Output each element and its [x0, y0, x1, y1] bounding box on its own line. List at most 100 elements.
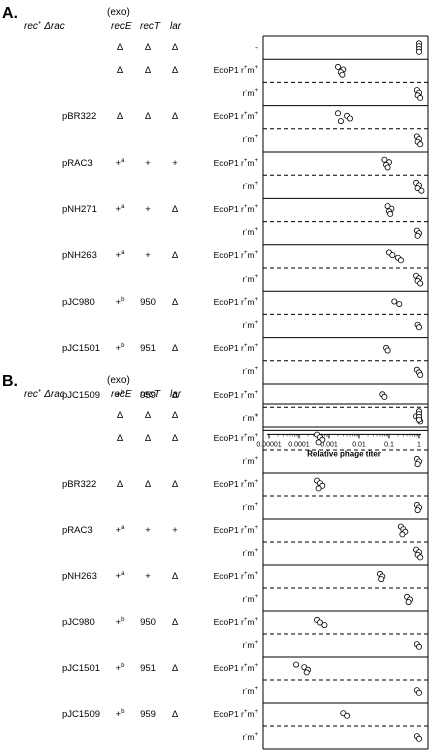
panel-a-recE-6-superscript: b	[121, 296, 125, 303]
panel-a-row-label-4-1: r-m+	[180, 227, 258, 238]
panel-a-rowlab-1-0-superscript-rest: +	[254, 64, 258, 71]
panel-a-lar-cell-0: Δ	[171, 41, 179, 53]
panel-b-recT-header: recT	[140, 389, 160, 400]
panel-a-rowlab-7-1-text: r	[242, 366, 246, 377]
panel-b-rowlab-2-1-superscript: -	[245, 501, 248, 508]
panel-a-x-tick-label: 0.0001	[288, 441, 310, 448]
panel-a-rowlab-1-0-text-rest: m	[247, 64, 255, 75]
panel-a-rowlab-7-0-superscript-rest: +	[254, 343, 258, 350]
panel-a-rowlab-4-1-text: r	[242, 227, 246, 238]
panel-a-recE-7-superscript: b	[121, 343, 125, 350]
panel-b-recE-cell-5: +b	[108, 616, 132, 628]
panel-a-lar-cell-3: +	[172, 157, 178, 169]
panel-a-rowlab-4-1-superscript: -	[245, 227, 248, 234]
panel-a-rowlab-8-1-superscript: -	[245, 412, 248, 419]
panel-a-rowlab-1-0-superscript: +	[243, 64, 248, 71]
panel-b-rowlab-2-1-text-rest: m	[247, 501, 255, 512]
panel-a-data-point	[381, 156, 388, 163]
panel-b-row-label-4-1: r-m+	[180, 593, 258, 604]
panel-a-rowlab-5-0-text-rest: m	[247, 250, 255, 261]
panel-a-rowlab-5-1-superscript-rest: +	[254, 273, 258, 280]
panel-b-recE-4-superscript: a	[121, 570, 125, 577]
panel-a-row-label-2-0: EcoP1 r+m+	[180, 111, 258, 121]
panel-a-data-point	[417, 280, 424, 287]
panel-a-rowlab-3-0-text-rest: m	[247, 157, 255, 168]
panel-b-rowlab-4-0-superscript: +	[243, 570, 248, 577]
panel-b-recE-cell-6: +b	[108, 662, 132, 674]
panel-b-rowlab-3-0-text: EcoP1 r	[213, 524, 244, 535]
panel-a-rowlab-4-0-superscript: +	[243, 204, 248, 211]
panel-b-row-label-4-0: EcoP1 r+m+	[180, 570, 258, 581]
panel-b-rowlab-1-0-text-rest: m	[247, 432, 255, 443]
panel-b-rowlab-7-1-text-rest: m	[247, 731, 255, 742]
panel-b-genotype-header: rec+ Δrac	[24, 388, 65, 400]
panel-a-rowlab-7-0-text-rest: m	[247, 343, 255, 354]
panel-a-row-label-4-0: EcoP1 r+m+	[180, 204, 258, 214]
panel-a-x-tick-label: 0.00001	[256, 441, 281, 448]
panel-a-data-point	[337, 118, 344, 125]
panel-b-row-label-2-1: r-m+	[180, 501, 258, 512]
panel-b-recE-5-text: +	[115, 616, 122, 628]
panel-b-rowlab-6-0-superscript-rest: +	[254, 662, 258, 669]
panel-b-rowlab-3-0-superscript-rest: +	[254, 524, 258, 531]
panel-b-recE-cell-2: Δ	[108, 478, 132, 490]
panel-b-data-point	[315, 485, 322, 492]
panel-a-rowlab-7-1-superscript-rest: +	[254, 366, 258, 373]
panel-a-recT-cell-2: Δ	[144, 111, 152, 123]
panel-a-rowlab-3-1-text-rest: m	[247, 180, 255, 191]
panel-a-data-point	[417, 141, 424, 148]
panel-a-data-point	[389, 252, 396, 259]
panel-a-strain-7: pJC1501	[62, 343, 101, 355]
panel-a-rowlab-8-0-superscript-rest: +	[254, 389, 258, 396]
panel-b-recT-cell-2: Δ	[144, 478, 152, 490]
panel-a-rowlab-6-0-superscript-rest: +	[254, 296, 258, 303]
panel-b-rowlab-4-0-superscript-rest: +	[254, 570, 258, 577]
panel-b-rowlab-5-1-text-rest: m	[247, 639, 255, 650]
panel-b-data-point	[414, 461, 421, 468]
panel-a-lar-header: lar	[170, 21, 182, 32]
panel-a-data-point	[418, 187, 425, 194]
panel-a-recT-cell-0: Δ	[144, 41, 152, 53]
panel-b-rowlab-2-1-text: r	[242, 501, 246, 512]
panel-a-recT-cell-5: +	[145, 250, 151, 262]
panel-b-rowlab-7-1-superscript: -	[245, 731, 248, 738]
panel-a-recE-5-text: +	[115, 250, 122, 262]
panel-a-lar-cell-4: Δ	[171, 204, 179, 215]
panel-b-rowlab-4-1-text: r	[242, 593, 246, 604]
panel-b-data-point	[415, 643, 422, 650]
panel-b-genotype-superscript: +	[37, 388, 42, 395]
panel-b-recT-cell-6: 951	[140, 662, 156, 674]
panel-b-rowlab-6-1-superscript: -	[245, 685, 248, 692]
panel-b-exo-header: (exo)	[107, 375, 130, 386]
panel-a-rowlab-8-0-superscript: +	[243, 389, 248, 396]
panel-a-strain-6: pJC980	[62, 296, 95, 308]
panel-a-rowlab-6-1-text-rest: m	[247, 320, 255, 330]
panel-b-strain-3: pRAC3	[62, 524, 93, 536]
panel-a-data-point	[381, 393, 388, 400]
panel-b-rowlab-5-1-superscript: -	[245, 639, 248, 646]
panel-a-recE-3-superscript: a	[121, 157, 125, 164]
panel-b-recE-1-text: Δ	[116, 432, 124, 444]
panel-a-rowlab-3-0-text: EcoP1 r	[213, 157, 244, 168]
panel-b-rowlab-2-1-superscript-rest: +	[254, 501, 258, 508]
panel-a-rowlab-1-1-superscript-rest: +	[254, 88, 258, 95]
panel-b-row-label-6-1: r-m+	[180, 685, 258, 696]
panel-b-rowlab-7-0-text: EcoP1 r	[213, 708, 244, 719]
panel-a-rowlab-5-0-superscript: +	[243, 250, 248, 257]
panel-a-rowlab-5-1-text: r	[242, 273, 246, 284]
panel-b-recE-6-text: +	[115, 662, 122, 674]
panel-b-row-label-5-0: EcoP1 r+m+	[180, 617, 258, 627]
panel-b-row-label-5-1: r-m+	[180, 639, 258, 650]
panel-b-recT-cell-4: +	[145, 570, 151, 582]
panel-a-strain-2: pBR322	[62, 111, 97, 123]
panel-b-recE-2-text: Δ	[116, 478, 124, 490]
panel-a-rowlab-6-1-superscript: -	[245, 320, 248, 327]
panel-a-x-tick-label: 0.1	[384, 441, 394, 448]
panel-a-recE-4-text: +	[115, 204, 122, 215]
panel-a-rowlab-6-1-text: r	[242, 320, 246, 330]
panel-a-data-point	[417, 371, 424, 378]
panel-a-row-label-1-1: r-m+	[180, 88, 258, 98]
panel-b-row-label-6-0: EcoP1 r+m+	[180, 662, 258, 673]
panel-b-rowlab-2-0-superscript: +	[243, 478, 248, 485]
panel-b-recE-header: recE	[111, 389, 132, 400]
